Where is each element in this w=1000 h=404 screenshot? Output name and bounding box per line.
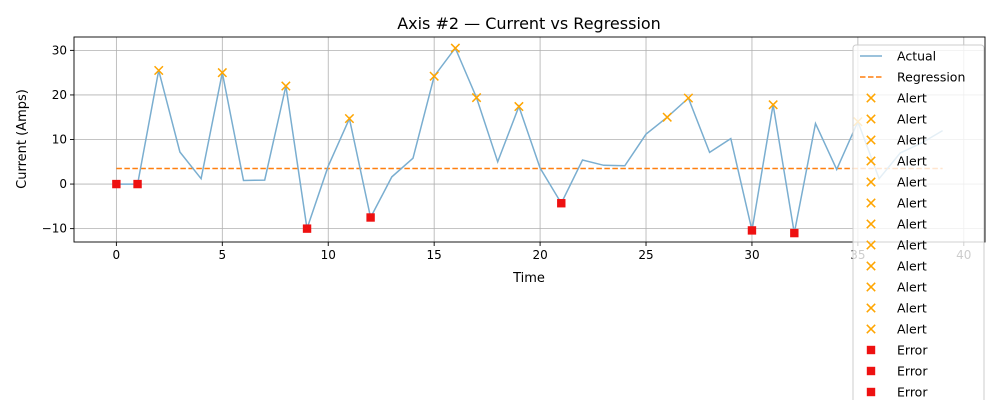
alert-marker [344, 113, 355, 124]
legend-handle-error [866, 387, 876, 397]
grid-layer [74, 37, 985, 242]
y-tick-label: 0 [59, 177, 67, 191]
legend-label: Alert [897, 175, 927, 190]
legend-label: Error [897, 364, 928, 379]
legend-handle-alert [866, 114, 876, 124]
error-marker [133, 179, 142, 189]
legend-label: Error [897, 385, 928, 400]
alert-marker [450, 43, 461, 53]
x-tick-label: 30 [744, 248, 759, 262]
legend-label: Alert [897, 196, 927, 211]
alert-marker [683, 93, 694, 103]
legend-handle-alert [866, 282, 876, 292]
alert-marker [768, 100, 778, 110]
legend-handle-alert [866, 303, 876, 313]
y-tick-label: 10 [52, 133, 67, 147]
x-axis-label: Time [512, 271, 545, 286]
alert-marker [154, 65, 164, 76]
legend-box [852, 44, 985, 404]
x-tick-label: 20 [532, 248, 547, 262]
error-marker [790, 228, 799, 238]
alert-marker [471, 92, 482, 103]
chart-title: Axis #2 — Current vs Regression [397, 14, 661, 33]
error-marker [747, 226, 757, 235]
x-tick-label: 5 [218, 248, 226, 262]
legend: Actual Regression Alert Alert Alert Alert Aler… [852, 44, 985, 404]
y-tick-label: 20 [52, 88, 67, 102]
legend-handle-alert [866, 156, 876, 166]
y-tick-label: −10 [42, 222, 67, 236]
legend-handle-alert [866, 219, 876, 229]
legend-label: Actual [897, 49, 936, 64]
x-tick-label: 25 [638, 248, 653, 262]
legend-label: Alert [897, 322, 927, 337]
y-axis-label: Current (Amps) [15, 89, 30, 189]
legend-label: Alert [897, 280, 927, 295]
x-tick-label: 0 [113, 248, 121, 262]
legend-label: Alert [897, 238, 927, 253]
legend-handle-alert [866, 93, 876, 103]
x-tick-label: 10 [321, 248, 336, 262]
legend-handle-alert [866, 240, 876, 250]
legend-handle-error [866, 366, 876, 376]
error-marker [112, 179, 121, 189]
legend-label: Alert [897, 133, 927, 148]
alert-marker [429, 71, 439, 81]
legend-label: Error [897, 343, 928, 358]
alert-marker [514, 101, 524, 112]
series-layer [112, 43, 943, 238]
alert-marker [217, 67, 228, 78]
y-tick-label: 30 [52, 43, 67, 57]
legend-handle-alert [866, 177, 876, 187]
legend-label: Alert [897, 301, 927, 316]
alert-marker [662, 112, 672, 122]
error-marker [302, 224, 312, 233]
legend-label: Alert [897, 217, 927, 232]
alert-marker [281, 81, 291, 91]
legend-handle-alert [866, 261, 876, 271]
legend-handle-alert [866, 324, 876, 334]
error-marker [557, 199, 566, 208]
legend-handle-error [866, 345, 876, 355]
legend-handle-alert [866, 135, 876, 145]
actual-series-line [116, 46, 943, 234]
error-marker [366, 213, 375, 222]
legend-label: Alert [897, 154, 927, 169]
x-tick-label: 15 [427, 248, 442, 262]
legend-label: Regression [897, 70, 965, 85]
legend-label: Alert [897, 259, 927, 274]
legend-handle-alert [866, 198, 876, 208]
legend-label: Alert [897, 112, 927, 127]
legend-label: Alert [897, 91, 927, 106]
